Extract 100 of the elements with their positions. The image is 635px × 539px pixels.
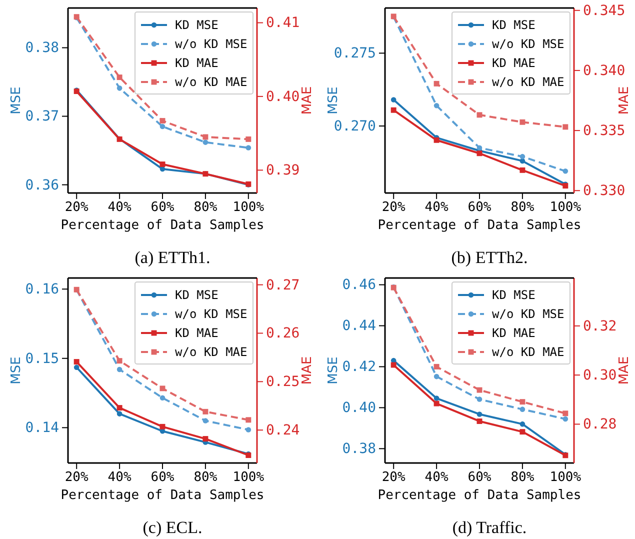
y-tick-label: 0.38 [25,40,59,56]
point [434,396,440,401]
point [390,97,396,102]
x-tick-label: 60% [150,470,174,486]
text: (c) ECL. [142,518,202,537]
point [116,86,122,91]
point [116,405,122,411]
point [246,136,252,142]
x-tick-label: 100% [550,200,582,216]
x-tick-label: 20% [382,200,406,216]
point [520,158,526,164]
point [520,167,526,173]
point [434,102,440,108]
x-axis-title: Percentage of Data Samples [60,488,264,503]
point [476,418,482,424]
point [202,408,208,414]
y2-tick-label: 0.41 [266,15,300,32]
y2-axis-title: MAE [617,356,632,385]
point [520,429,526,435]
x-tick-label: 60% [468,200,492,216]
point [116,358,122,364]
point [520,406,526,412]
x-axis-title: Percentage of Data Samples [378,488,582,503]
y-tick-label: 0.42 [342,359,376,376]
text: (d) Traffic. [452,518,527,537]
point [74,364,80,370]
point [160,386,166,392]
y-tick-label: 0.14 [25,420,59,436]
point [476,412,482,417]
y2-tick-label: 0.28 [583,416,617,433]
x-tick-label: 60% [468,470,492,486]
legend-label: KD MSE [175,288,218,302]
point [116,366,122,372]
y-tick-label: 0.275 [334,46,376,62]
legend-label: KD MSE [175,18,218,32]
y-axis-title: MSE [326,86,341,114]
x-tick-label: 80% [194,200,218,216]
point [520,154,526,160]
point [476,387,482,393]
point [246,427,252,432]
point [476,150,482,156]
y-tick-label: 0.270 [334,118,376,134]
y-tick-label: 0.16 [25,282,59,298]
y2-axis-title: MAE [617,86,632,115]
y2-tick-label: 0.32 [583,318,617,334]
x-tick-label: 100% [232,200,264,216]
point [202,140,208,145]
point [434,400,440,406]
point [390,362,396,368]
y-tick-label: 0.15 [25,350,59,367]
legend-label: KD MAE [492,56,536,70]
point [434,80,440,86]
point [562,410,568,416]
x-tick-label: 80% [510,200,534,216]
y2-tick-label: 0.40 [266,88,300,105]
y-tick-label: 0.38 [342,441,376,458]
x-axis-title: Percentage of Data Samples [60,218,264,233]
x-tick-label: 20% [382,470,406,486]
point [434,374,440,380]
y2-tick-label: 0.24 [266,422,300,439]
y-tick-label: 0.37 [25,108,59,125]
point [202,436,208,442]
y-tick-label: 0.46 [342,277,376,294]
point [520,421,526,427]
legend-label: KD MSE [492,288,536,302]
point [160,424,166,430]
legend-label: w/o KD MSE [175,307,248,321]
x-tick-label: 40% [108,200,132,216]
x-tick-label: 40% [424,470,448,486]
legend-label: w/o KD MAE [492,75,564,89]
x-tick-label: 100% [550,470,582,486]
x-tick-label: 100% [232,470,264,486]
point [116,411,122,416]
point [160,124,166,130]
point [246,417,252,423]
x-tick-label: 20% [64,200,88,216]
point [476,145,482,150]
point [562,168,568,174]
point [116,74,122,80]
legend-label: w/o KD MSE [492,307,564,321]
legend-label: w/o KD MSE [492,37,564,51]
x-tick-label: 40% [424,200,448,216]
x-tick-label: 80% [194,470,218,486]
x-tick-label: 20% [64,470,88,486]
y-tick-label: 0.40 [342,400,376,416]
y2-tick-label: 0.25 [266,374,300,390]
y2-axis-title: MAE [300,356,315,385]
point [520,399,526,405]
point [74,359,80,365]
legend-label: KD MAE [175,326,218,340]
point [476,396,482,402]
y2-tick-label: 0.30 [583,368,617,384]
point [160,162,166,167]
point [476,112,482,118]
text: (a) ETTh1. [134,248,210,267]
x-tick-label: 40% [108,470,132,486]
point [434,137,440,143]
y2-axis-title: MAE [300,86,315,115]
point [390,107,396,113]
y-tick-label: 0.36 [25,177,59,194]
